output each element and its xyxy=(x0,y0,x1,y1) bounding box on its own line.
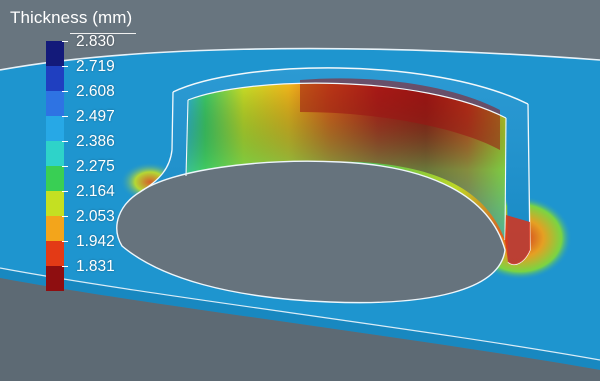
hole-opening xyxy=(116,161,505,303)
legend-tick-label: 2.497 xyxy=(62,108,115,126)
collar-left-inner xyxy=(185,99,189,177)
sheet-edge-line xyxy=(0,267,600,361)
legend-swatch xyxy=(46,241,64,266)
legend-swatch xyxy=(46,266,64,291)
legend-title: Thickness (mm) xyxy=(10,8,133,27)
collar-wall-thin-zone xyxy=(300,78,500,150)
legend-swatch xyxy=(46,91,64,116)
legend-tick-label: 2.830 xyxy=(62,33,115,51)
collar-left-edge xyxy=(139,91,174,193)
legend-swatch xyxy=(46,41,64,66)
legend-tick-label: 2.164 xyxy=(62,183,115,201)
collar-outer-edge xyxy=(172,67,529,105)
legend-tick-label: 1.831 xyxy=(62,258,115,276)
legend-swatch xyxy=(46,216,64,241)
hole-edge xyxy=(116,160,506,304)
collar-inner-edge xyxy=(187,82,507,119)
legend-swatch xyxy=(46,116,64,141)
collar-right-inner xyxy=(504,117,507,241)
legend-swatch xyxy=(46,141,64,166)
legend-tick-label: 2.608 xyxy=(62,83,115,101)
sheet-edge-band xyxy=(0,268,600,370)
legend-tick-label: 2.053 xyxy=(62,208,115,226)
sheet-lower-face xyxy=(0,278,600,381)
legend-tick-label: 2.719 xyxy=(62,58,115,76)
legend-title-underline xyxy=(70,33,136,34)
legend-tick-label: 1.942 xyxy=(62,233,115,251)
legend-swatch xyxy=(46,166,64,191)
collar-right-foot xyxy=(505,215,530,265)
legend-swatch xyxy=(46,191,64,216)
legend-swatch xyxy=(46,66,64,91)
legend-tick-label: 2.386 xyxy=(62,133,115,151)
legend-tick-label: 2.275 xyxy=(62,158,115,176)
